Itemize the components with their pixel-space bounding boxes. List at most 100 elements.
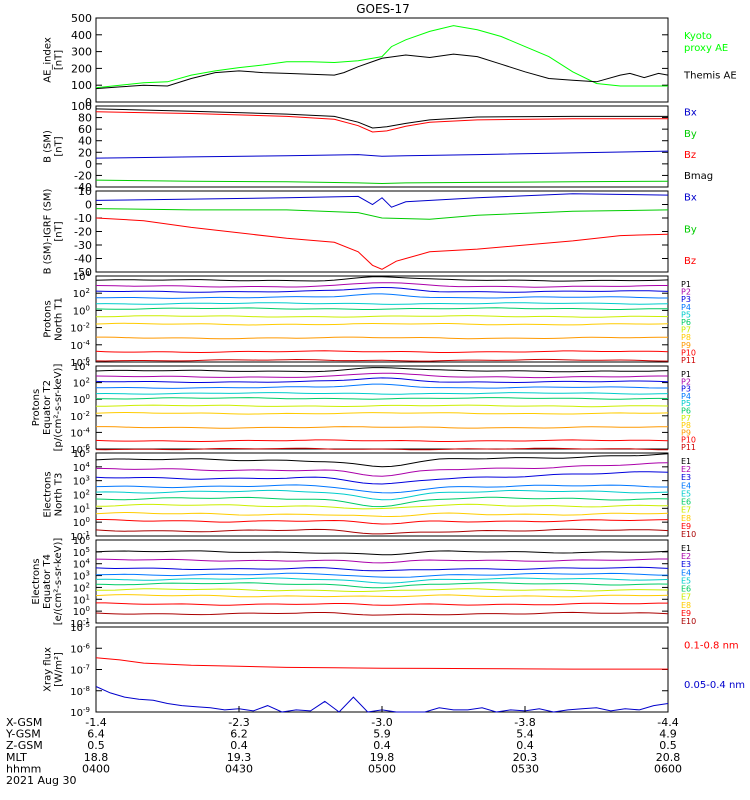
legend-label: P2 [681,377,691,386]
series-e9 [96,519,669,525]
series-p2 [95,282,668,288]
y-tick-label: 10-8 [70,685,90,698]
x-tick-label: 0500 [368,762,396,775]
series-e3 [95,471,669,485]
x-tick-label: 0600 [654,762,682,775]
legend-label: P6 [681,318,691,327]
legend-label: P9 [681,341,691,350]
legend-label: Bz [684,150,696,161]
y-tick-label: 10-4 [70,339,90,352]
series-themis-ae [95,53,669,90]
legend-label: P1 [681,370,691,379]
y-axis-label: [nT] [54,50,65,70]
series-e4 [95,484,668,494]
legend-label: E2 [681,552,691,561]
legend-label: P3 [681,295,691,304]
series-e6 [95,496,669,508]
y-axis-label: [nT] [54,221,65,241]
series-p4 [96,293,668,299]
y-tick-label: 10-1 [70,530,90,543]
x-row-label: MLT [6,751,27,764]
x-tick-label: 20.3 [513,751,538,764]
y-tick-label: -40 [74,181,92,194]
y-axis-label: AE_index [43,37,54,83]
y-tick-label: 60 [78,123,92,136]
y-tick-label: 100 [73,304,90,317]
y-tick-label: 100 [71,100,92,113]
legend-label: P1 [681,280,691,289]
y-tick-label: 100 [73,393,90,406]
legend-label: 0.05-0.4 nm [684,680,745,691]
panel-xray: 10-9 10-8 10-7 10-6 10-5 Xray flux [W/m²] 0.1-0… [43,621,746,719]
y-tick-label: 102 [73,287,90,300]
legend-label: 0.1-0.8 nm [684,640,739,651]
y-tick-label: 300 [71,46,92,59]
y-tick-label: 0 [85,158,92,171]
y-tick-label: -20 [74,226,92,239]
series-p8 [95,411,669,415]
legend-label: Bx [684,193,697,204]
series-by [95,208,669,220]
y-tick-label: 20 [78,146,92,159]
y-tick-label: 10-6 [70,356,90,369]
y-tick-label: 10-6 [70,642,90,655]
series-bz [95,217,669,270]
panel-frame [95,539,669,624]
legend-label: E9 [681,609,691,618]
series-p10 [95,439,669,443]
legend-label: Bmag [684,171,713,182]
y-axis-label: Protons [31,389,42,426]
y-tick-label: 80 [78,112,92,125]
series-e4 [95,572,668,578]
series-p3 [95,377,669,384]
series-e5 [95,489,669,501]
series-p11 [95,447,669,451]
x-tick-label: -4.4 [657,716,678,729]
series-bx [95,193,669,208]
y-tick-label: 103 [73,475,90,488]
y-tick-label: 102 [73,489,90,502]
x-tick-label: 6.2 [230,728,248,741]
y-tick-label: 0 [85,96,92,109]
panel-frame [95,105,669,188]
x-tick-label: 18.8 [84,751,109,764]
y-tick-label: 105 [73,447,90,460]
series-0-1-0-8-nm [95,657,668,670]
x-tick-label: 6.4 [87,728,105,741]
legend-label: P10 [681,348,696,357]
legend-label: E1 [681,544,691,553]
series-p9 [96,426,669,429]
x-row-label: Y-GSM [5,728,41,741]
series-e6 [95,582,669,589]
panel-pequator: 10-6 10-4 10-2 100 102 104 Protons Equator T2 [p… [31,360,696,456]
y-tick-label: 10-1 [70,617,90,630]
x-row-label: hhmm [6,762,41,775]
legend-label: E4 [681,481,691,490]
legend-label: E7 [681,506,691,515]
series-p2 [95,372,668,379]
series-p11 [95,358,669,362]
legend-label: P5 [681,399,691,408]
y-axis-label: North T1 [54,297,65,341]
legend-label: P7 [681,414,691,423]
y-tick-label: 103 [73,570,90,583]
y-tick-label: 100 [73,516,90,529]
legend-label: Kyoto [684,31,712,42]
series-p6 [95,397,669,400]
y-tick-label: 10-6 [70,443,90,456]
series-e2 [95,558,668,564]
legend-label: E8 [681,601,691,610]
series-p1 [95,367,669,373]
series-e2 [95,462,669,477]
y-tick-label: 200 [71,62,92,75]
panel-frame [95,17,669,103]
series-bx [95,150,669,159]
series-e10 [95,528,669,535]
series-bmag [95,108,668,129]
series-e8 [95,594,669,598]
x-tick-label: 0.4 [516,739,534,752]
